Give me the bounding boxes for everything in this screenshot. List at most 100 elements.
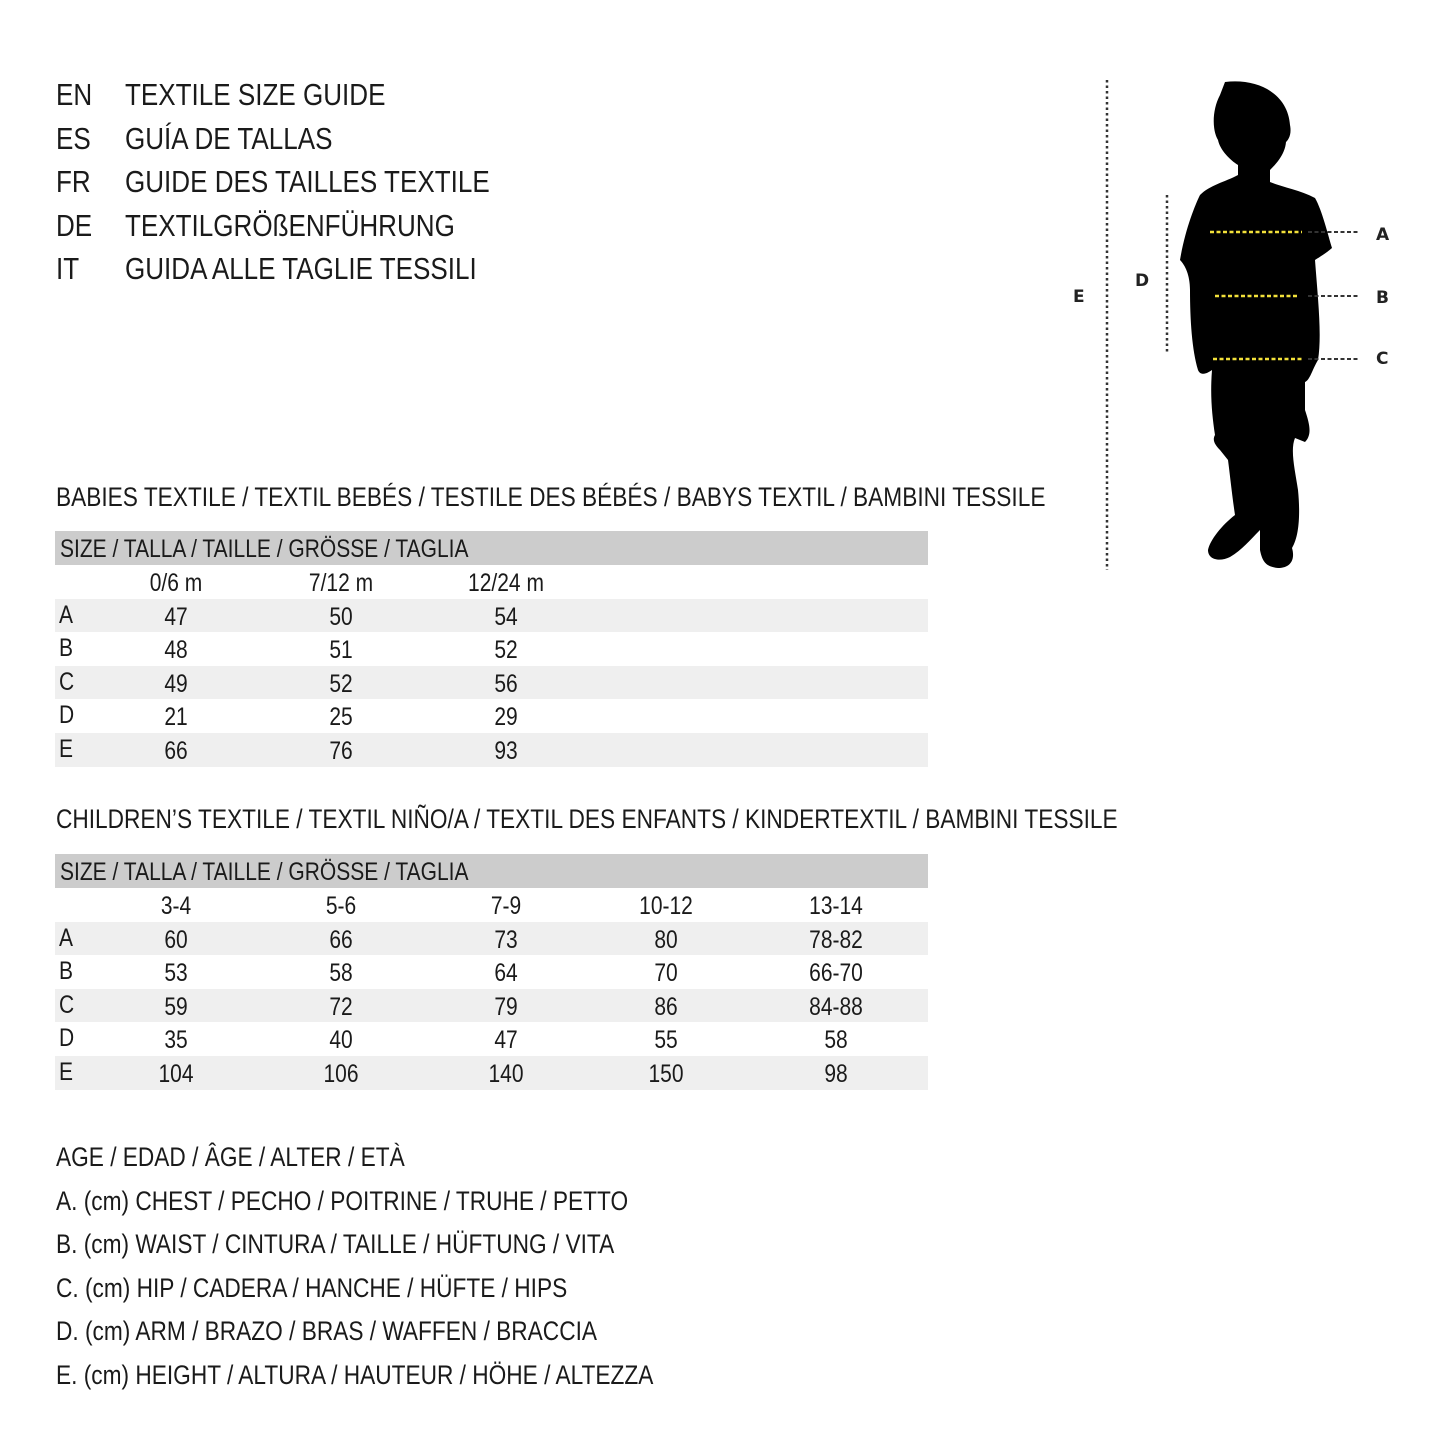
column-header: 7-9 xyxy=(490,892,522,920)
table-cell: 98 xyxy=(824,1059,848,1088)
row-label: A xyxy=(59,923,74,952)
table-cell: 25 xyxy=(329,703,353,732)
row-label: C xyxy=(59,667,75,696)
table-cell: 35 xyxy=(164,1026,188,1055)
title-text: GUÍA DE TALLAS xyxy=(125,120,333,156)
title-text: TEXTILE SIZE GUIDE xyxy=(125,77,386,112)
column-header: 5-6 xyxy=(325,892,357,920)
row-label: A xyxy=(59,600,74,629)
column-header: 0/6 m xyxy=(149,569,203,597)
table-cell: 140 xyxy=(488,1059,524,1088)
title-text: GUIDA ALLE TAGLIE TESSILI xyxy=(125,251,477,286)
row-label: B xyxy=(59,957,74,986)
table-cell: 59 xyxy=(164,992,188,1021)
size-header-bar: SIZE / TALLA / TAILLE / GRÖSSE / TAGLIA xyxy=(55,531,928,565)
table-cell: 79 xyxy=(494,992,518,1021)
table-cell: 80 xyxy=(654,925,678,954)
label-a: A xyxy=(1376,225,1390,245)
legend-line: AGE / EDAD / ÂGE / ALTER / ETÀ xyxy=(56,1142,405,1172)
table-row: E 66 76 93 xyxy=(55,732,928,767)
title-code: EN xyxy=(56,77,93,112)
legend-line: B. (cm) WAIST / CINTURA / TAILLE / HÜFTU… xyxy=(56,1229,615,1259)
title-code: DE xyxy=(56,207,93,243)
row-label: E xyxy=(59,734,74,763)
table-cell: 54 xyxy=(494,602,518,631)
table-cell: 150 xyxy=(648,1059,684,1088)
column-header: 10-12 xyxy=(639,892,693,920)
row-label: B xyxy=(59,634,74,663)
table-cell: 76 xyxy=(329,736,353,765)
table-cell: 84-88 xyxy=(809,992,863,1021)
row-label: D xyxy=(59,1024,75,1053)
table-cell: 70 xyxy=(654,959,678,988)
child-silhouette-icon xyxy=(1180,81,1332,569)
table-cell: 104 xyxy=(158,1059,194,1088)
table-cell: 73 xyxy=(494,925,518,954)
table-cell: 49 xyxy=(164,669,188,698)
row-label: C xyxy=(59,990,75,1019)
size-header: SIZE / TALLA / TAILLE / GRÖSSE / TAGLIA xyxy=(60,535,469,563)
row-label: D xyxy=(59,701,75,730)
size-header: SIZE / TALLA / TAILLE / GRÖSSE / TAGLIA xyxy=(60,858,469,886)
label-b: B xyxy=(1376,288,1389,308)
title-code: IT xyxy=(56,251,80,286)
table-cell: 106 xyxy=(323,1059,359,1088)
table-cell: 51 xyxy=(329,636,353,665)
table-cell: 66-70 xyxy=(809,959,863,988)
table-row: E 104 106 140 150 98 xyxy=(55,1055,928,1090)
title-code: ES xyxy=(56,120,91,156)
babies-size-table: SIZE / TALLA / TAILLE / GRÖSSE / TAGLIA 0… xyxy=(55,531,928,767)
table-cell: 60 xyxy=(164,925,188,954)
table-cell: 64 xyxy=(494,959,518,988)
title-text: TEXTILGRÖßENFÜHRUNG xyxy=(125,207,455,243)
table-cell: 78-82 xyxy=(809,925,863,954)
label-c: C xyxy=(1376,349,1388,369)
table-cell: 66 xyxy=(164,736,188,765)
table-cell: 48 xyxy=(164,636,188,665)
column-header: 13-14 xyxy=(809,892,863,920)
table-cell: 58 xyxy=(329,959,353,988)
legend-line: A. (cm) CHEST / PECHO / POITRINE / TRUHE… xyxy=(56,1185,629,1216)
label-e: E xyxy=(1073,287,1085,307)
table-row: B 53 58 64 70 66-70 xyxy=(55,955,928,989)
table-row: D 35 40 47 55 58 xyxy=(55,1022,928,1056)
table-cell: 93 xyxy=(494,736,518,765)
table-cell: 66 xyxy=(329,925,353,954)
table-row: C 59 72 79 86 84-88 xyxy=(55,988,928,1023)
column-header: 7/12 m xyxy=(308,569,374,597)
column-header-row: 0/6 m 7/12 m 12/24 m xyxy=(55,565,928,599)
title-code: FR xyxy=(56,164,91,199)
table-cell: 53 xyxy=(164,959,188,988)
column-header-row: 3-4 5-6 7-9 10-12 13-14 xyxy=(55,888,928,922)
legend-line: C. (cm) HIP / CADERA / HANCHE / HÜFTE / … xyxy=(56,1272,568,1303)
table-row: A 60 66 73 80 78-82 xyxy=(55,921,928,956)
table-cell: 86 xyxy=(654,992,678,1021)
legend-line: E. (cm) HEIGHT / ALTURA / HAUTEUR / HÖHE… xyxy=(56,1359,654,1390)
table-row: D 21 25 29 xyxy=(55,699,928,733)
table-cell: 50 xyxy=(329,602,353,631)
table-cell: 72 xyxy=(329,992,353,1021)
children-size-table: SIZE / TALLA / TAILLE / GRÖSSE / TAGLIA 3… xyxy=(55,854,928,1090)
label-d: D xyxy=(1135,271,1149,291)
table-cell: 55 xyxy=(654,1026,678,1055)
child-silhouette-figure: A B C D E xyxy=(1073,80,1390,570)
table-cell: 21 xyxy=(164,703,188,732)
size-header-bar: SIZE / TALLA / TAILLE / GRÖSSE / TAGLIA xyxy=(55,854,928,888)
column-header: 12/24 m xyxy=(468,569,544,597)
column-header: 3-4 xyxy=(160,892,192,920)
babies-heading: BABIES TEXTILE / TEXTIL BEBÉS / TESTILE … xyxy=(56,482,1046,512)
table-cell: 52 xyxy=(329,669,353,698)
table-cell: 58 xyxy=(824,1026,848,1055)
table-row: C 49 52 56 xyxy=(55,665,928,700)
legend-line: D. (cm) ARM / BRAZO / BRAS / WAFFEN / BR… xyxy=(56,1316,597,1346)
children-heading: CHILDREN’S TEXTILE / TEXTIL NIÑO/A / TEX… xyxy=(56,804,1118,834)
table-cell: 52 xyxy=(494,636,518,665)
table-cell: 56 xyxy=(494,669,518,698)
table-cell: 40 xyxy=(329,1026,353,1055)
table-row: A 47 50 54 xyxy=(55,598,928,633)
table-cell: 47 xyxy=(494,1026,518,1055)
table-row: B 48 51 52 xyxy=(55,632,928,666)
table-cell: 29 xyxy=(494,703,518,732)
table-cell: 47 xyxy=(164,602,188,631)
